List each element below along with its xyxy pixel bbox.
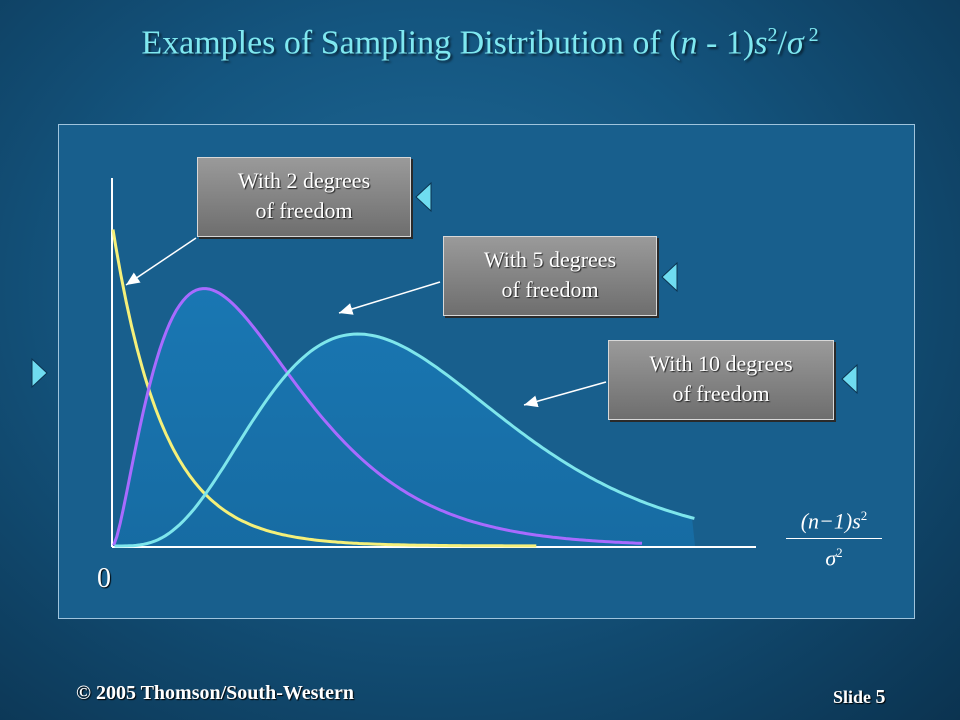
fraction-numerator: (n−1)s2 <box>786 508 882 540</box>
nav-triangle-left-df2[interactable] <box>415 181 432 213</box>
label-df2: With 2 degrees of freedom <box>197 157 411 237</box>
curve-shaded-area <box>113 288 700 546</box>
label-df2-line2: of freedom <box>255 198 353 223</box>
arrow-df2 <box>125 237 197 286</box>
label-df5-line1: With 5 degrees <box>483 247 617 272</box>
label-df5: With 5 degrees of freedom <box>443 236 657 316</box>
fraction-denominator: σ2 <box>825 545 843 571</box>
label-df10-line2: of freedom <box>672 381 770 406</box>
label-df10: With 10 degrees of freedom <box>608 340 834 420</box>
nav-triangle-right[interactable] <box>31 357 48 389</box>
footer-slide-number: Slide 5 <box>833 686 886 708</box>
label-df2-line1: With 2 degrees <box>237 168 371 193</box>
label-df10-line1: With 10 degrees <box>649 351 793 376</box>
curve-df2 <box>111 229 537 548</box>
arrow-df10 <box>523 381 607 408</box>
x-axis-zero-label: 0 <box>97 563 111 594</box>
arrow-df5 <box>338 281 441 315</box>
nav-triangle-left-df10[interactable] <box>841 363 858 395</box>
nav-triangle-left-df5[interactable] <box>661 261 678 293</box>
label-df5-line2: of freedom <box>501 277 599 302</box>
x-axis-statistic-label: (n−1)s2 σ2 <box>786 508 882 572</box>
curve-df5 <box>112 287 643 546</box>
footer-copyright: © 2005 Thomson/South-Western <box>76 682 354 704</box>
curve-df10 <box>114 332 695 548</box>
slide-title: Examples of Sampling Distribution of (n … <box>141 24 819 62</box>
